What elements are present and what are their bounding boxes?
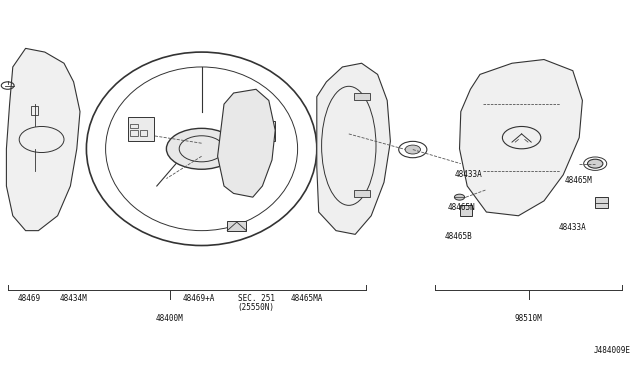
Text: 48465MA: 48465MA [291,294,323,303]
Bar [460,205,472,216]
Bar [140,130,147,136]
Polygon shape [317,63,390,234]
Polygon shape [460,60,582,216]
Bar [354,93,370,100]
Bar [595,197,608,208]
Bar [31,106,38,115]
Text: 48433A: 48433A [559,223,586,232]
Text: 48400M: 48400M [156,314,184,323]
Text: 48433A: 48433A [454,170,482,179]
Circle shape [454,194,465,200]
Text: 48469+A: 48469+A [182,294,214,303]
Text: 48465B: 48465B [445,232,472,241]
Text: (25550N): (25550N) [237,303,275,312]
Text: 48465N: 48465N [448,203,476,212]
Bar [128,117,154,141]
Bar [354,190,370,197]
Text: 48434M: 48434M [60,294,88,303]
Circle shape [166,128,237,169]
Bar [250,121,275,141]
Text: 48465M: 48465M [565,176,593,185]
Bar [130,124,138,128]
Text: 48469: 48469 [17,294,40,303]
Text: 98510M: 98510M [515,314,543,323]
Bar [130,130,138,136]
Circle shape [588,159,603,168]
Bar [227,221,246,231]
Polygon shape [218,89,275,197]
Text: SEC. 251: SEC. 251 [237,294,275,303]
Text: J484009E: J484009E [593,346,630,355]
Circle shape [405,145,420,154]
Polygon shape [6,48,80,231]
